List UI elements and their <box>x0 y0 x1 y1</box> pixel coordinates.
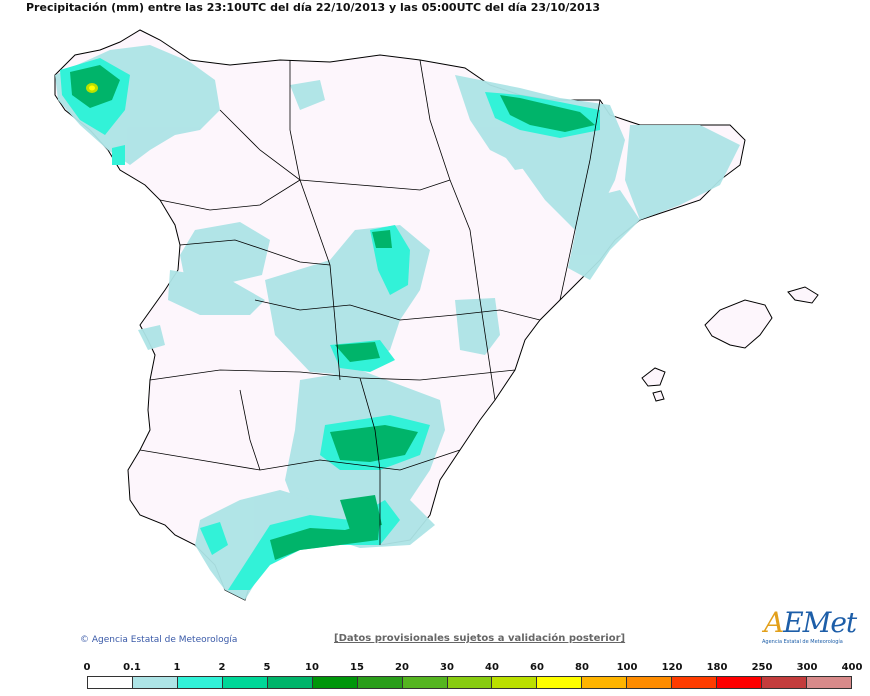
legend-label: 20 <box>395 662 409 673</box>
legend-swatch <box>492 677 538 688</box>
legend-swatch <box>447 677 493 688</box>
legend-label: 250 <box>751 662 773 673</box>
legend-label: 0 <box>83 662 91 673</box>
legend-swatch <box>717 677 763 688</box>
legend-swatch <box>402 677 448 688</box>
legend-swatch <box>222 677 268 688</box>
legend-swatch <box>672 677 718 688</box>
precipitation-map <box>54 29 819 601</box>
legend-swatch <box>132 677 178 688</box>
legend-swatch <box>807 677 851 688</box>
formentera <box>652 390 665 402</box>
legend-label: 40 <box>485 662 499 673</box>
aemet-logo: AEMet Agencia Estatal de Meteorología <box>762 606 857 650</box>
legend-swatch <box>177 677 223 688</box>
legend-label: 300 <box>796 662 818 673</box>
provisional-notice: [Datos provisionales sujetos a validació… <box>334 633 626 644</box>
legend-label: 180 <box>706 662 728 673</box>
legend-label: 5 <box>263 662 271 673</box>
aemet-logo-subtitle: Agencia Estatal de Meteorología <box>762 639 843 645</box>
menorca <box>787 286 819 304</box>
legend-swatch <box>267 677 313 688</box>
region-boundaries <box>139 59 601 545</box>
legend-color-scale <box>87 676 852 689</box>
legend-label: 15 <box>350 662 364 673</box>
legend-label: 1 <box>173 662 181 673</box>
legend-swatch <box>537 677 583 688</box>
legend-label: 2 <box>218 662 226 673</box>
copyright-icon: © <box>80 635 89 645</box>
legend-label: 30 <box>440 662 454 673</box>
legend-labels: 0 0.1 1 2 5 10 15 20 30 40 60 80 100 120… <box>0 662 870 676</box>
legend-label: 0.1 <box>123 662 141 673</box>
aemet-logo-text: AEMet <box>764 606 857 639</box>
agency-credit-text: Agencia Estatal de Meteorología <box>91 635 238 645</box>
agency-credit: © Agencia Estatal de Meteorología <box>80 635 237 645</box>
legend-label: 60 <box>530 662 544 673</box>
legend-label: 10 <box>305 662 319 673</box>
legend-label: 100 <box>616 662 638 673</box>
legend-swatch <box>88 677 133 688</box>
legend-swatch <box>312 677 358 688</box>
legend-swatch <box>582 677 628 688</box>
mallorca <box>704 299 773 349</box>
heavy-rain-areas <box>70 65 595 560</box>
ibiza <box>641 367 666 387</box>
legend-swatch <box>627 677 673 688</box>
peak-rain-core <box>89 85 95 91</box>
legend-label: 120 <box>661 662 683 673</box>
legend-label: 80 <box>575 662 589 673</box>
legend-swatch <box>357 677 403 688</box>
legend-swatch <box>762 677 807 688</box>
map-title: Precipitación (mm) entre las 23:10UTC de… <box>26 1 601 14</box>
legend-label: 400 <box>841 662 863 673</box>
